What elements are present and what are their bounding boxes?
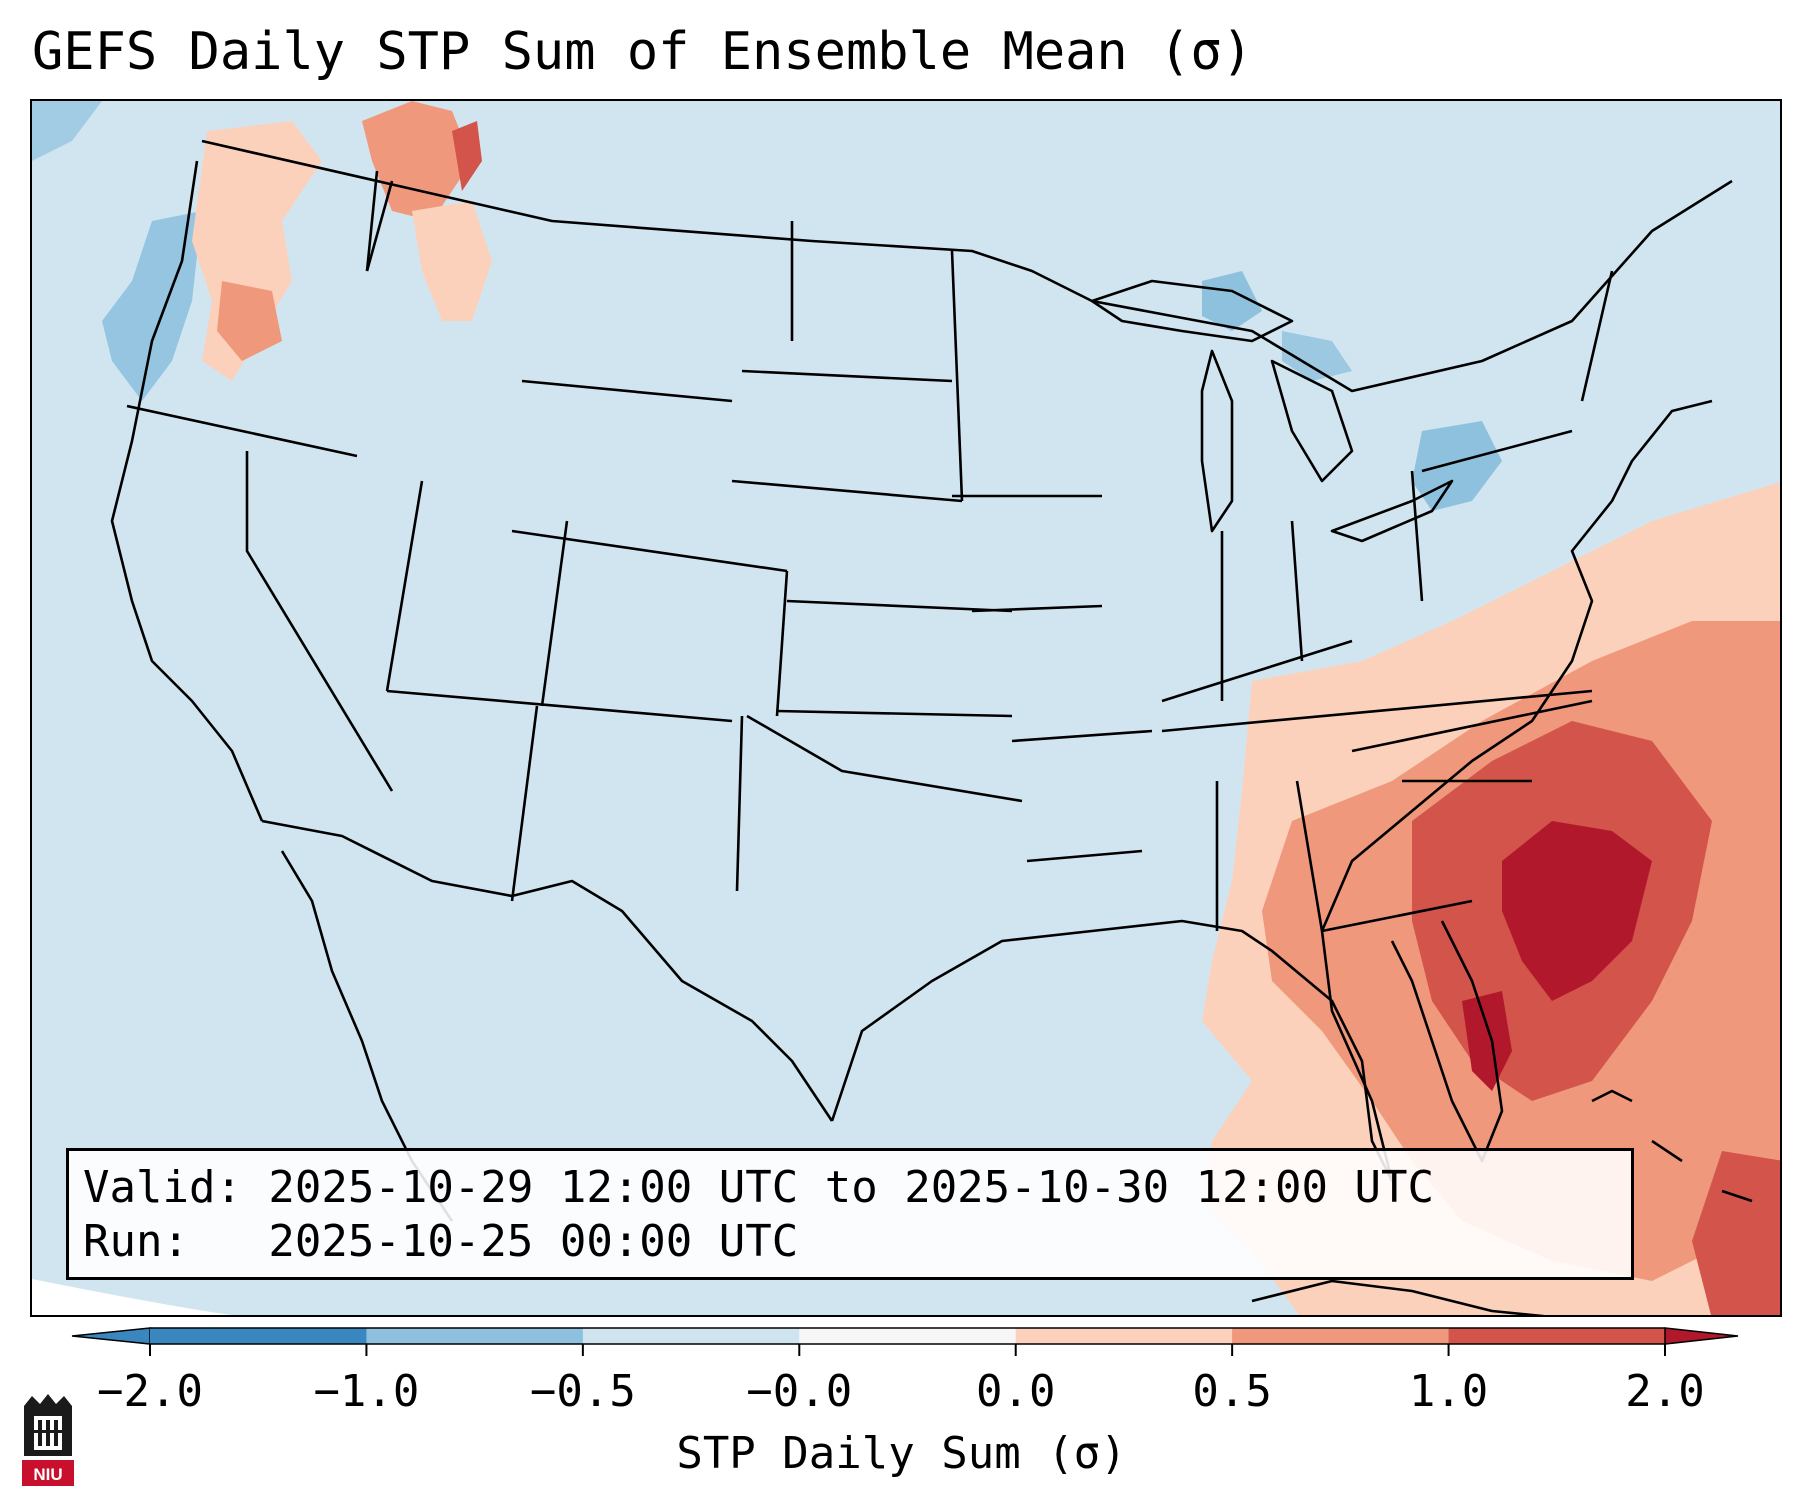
colorbar-tick-label: −0.5	[529, 1366, 636, 1417]
colorbar-bin	[799, 1328, 1017, 1344]
niu-logo-icon: NIU	[22, 1394, 74, 1486]
cuba	[1251, 1279, 1546, 1315]
state-line-va-nc	[1351, 699, 1593, 753]
lake-michigan	[1200, 349, 1234, 533]
colorbar: −2.0 −1.0 −0.5 −0.0 0.0 0.5 1.0 2.0	[0, 1310, 1803, 1510]
positive-anomaly-oregon	[217, 281, 282, 361]
mexico-border	[261, 819, 834, 1122]
colorbar-tick-label: 1.0	[1408, 1366, 1489, 1417]
state-line-nv-ca	[245, 451, 394, 792]
positive-anomaly-idaho	[412, 201, 492, 321]
map-panel	[30, 99, 1782, 1317]
colorbar-under-triangle	[71, 1327, 151, 1345]
state-line-oh-pa	[1410, 470, 1424, 602]
state-line-in-oh	[1290, 520, 1304, 662]
boundaries	[110, 139, 1753, 1315]
state-line-id-mt	[365, 180, 394, 272]
state-line-ga-fl	[1321, 899, 1473, 933]
colorbar-label: STP Daily Sum (σ)	[676, 1428, 1127, 1479]
state-line-ne-ks	[786, 599, 1013, 613]
colorbar-bin	[366, 1328, 584, 1344]
map-svg	[32, 101, 1780, 1315]
colorbar-bin	[150, 1328, 367, 1344]
state-line-tn	[1161, 689, 1593, 733]
state-line-al-ga	[1295, 780, 1324, 932]
colorbar-outline	[150, 1327, 1665, 1345]
state-line-az-nm	[510, 705, 539, 902]
anomaly-shading	[32, 101, 1780, 1315]
negative-anomaly-coast-wa	[32, 101, 102, 161]
state-line-ut-co	[540, 520, 569, 707]
lake-superior	[1090, 279, 1294, 343]
state-line-nd-sd	[741, 369, 953, 383]
projection-edge	[32, 1279, 231, 1315]
colorbar-tick-label: 0.5	[1192, 1366, 1272, 1417]
lake-huron	[1270, 359, 1354, 483]
positive-anomaly-southeast-core	[1502, 821, 1652, 1001]
state-line-tx-nm	[735, 715, 744, 892]
negative-anomaly-offshore-wa	[102, 211, 202, 401]
state-line-ok-tx	[746, 714, 1023, 803]
state-line-ks-ok	[776, 709, 1013, 718]
colorbar-over-triangle	[1664, 1327, 1739, 1345]
atlantic-coast	[1320, 399, 1713, 1182]
state-line-mo-ar	[1011, 729, 1153, 743]
colorbar-bin	[1448, 1328, 1666, 1344]
positive-anomaly-idaho-core	[452, 121, 482, 191]
positive-anomaly-florida-core	[1462, 991, 1512, 1091]
niu-logo: NIU	[18, 1390, 78, 1492]
lake-erie	[1330, 479, 1454, 543]
state-line-ia-mo	[971, 604, 1103, 613]
colorbar-tick-label: 0.0	[975, 1366, 1056, 1417]
colorbar-bin	[582, 1328, 800, 1344]
state-line-ut-az	[386, 689, 733, 723]
state-line-co-ks	[775, 570, 789, 717]
colorbar-tick-label: −0.0	[746, 1366, 853, 1417]
state-line-wa-id	[365, 170, 379, 272]
positive-anomaly-caribbean	[1692, 1151, 1780, 1315]
state-line-ar-la	[1026, 849, 1143, 863]
state-line-mt-wy	[521, 379, 733, 403]
state-line-or-ca	[126, 404, 358, 458]
negative-anomaly-lake-superior	[1202, 271, 1262, 331]
svg-text:NIU: NIU	[33, 1465, 62, 1484]
state-line-sd-ne	[731, 479, 963, 503]
state-line-pa-ny	[1421, 429, 1573, 473]
colorbar-tick-label: −1.0	[313, 1366, 420, 1417]
run-time-line: Run: 2025-10-25 00:00 UTC	[83, 1216, 799, 1267]
state-line-wy-co	[511, 529, 788, 573]
colorbar-bin	[1232, 1328, 1450, 1344]
west-coast	[110, 160, 264, 822]
state-line-ky	[1161, 639, 1353, 703]
colorbar-bin	[1015, 1328, 1233, 1344]
state-line-ny-vt	[1580, 270, 1614, 402]
colorbar-tick-label: −2.0	[97, 1366, 203, 1417]
colorbar-tick-label: 2.0	[1625, 1366, 1705, 1417]
state-line-nv-ut	[385, 480, 424, 692]
gulf-coast	[830, 919, 1394, 1182]
state-line-nd-mn	[950, 250, 964, 502]
colorbar-svg	[71, 1327, 1739, 1356]
chart-title: GEFS Daily STP Sum of Ensemble Mean (σ)	[32, 22, 1253, 82]
negative-anomaly-ny	[1282, 331, 1352, 381]
bahamas	[1591, 1089, 1753, 1203]
canada-border	[201, 139, 1733, 393]
valid-time-line: Valid: 2025-10-29 12:00 UTC to 2025-10-3…	[83, 1162, 1435, 1213]
info-box: Valid: 2025-10-29 12:00 UTC to 2025-10-3…	[66, 1148, 1634, 1280]
